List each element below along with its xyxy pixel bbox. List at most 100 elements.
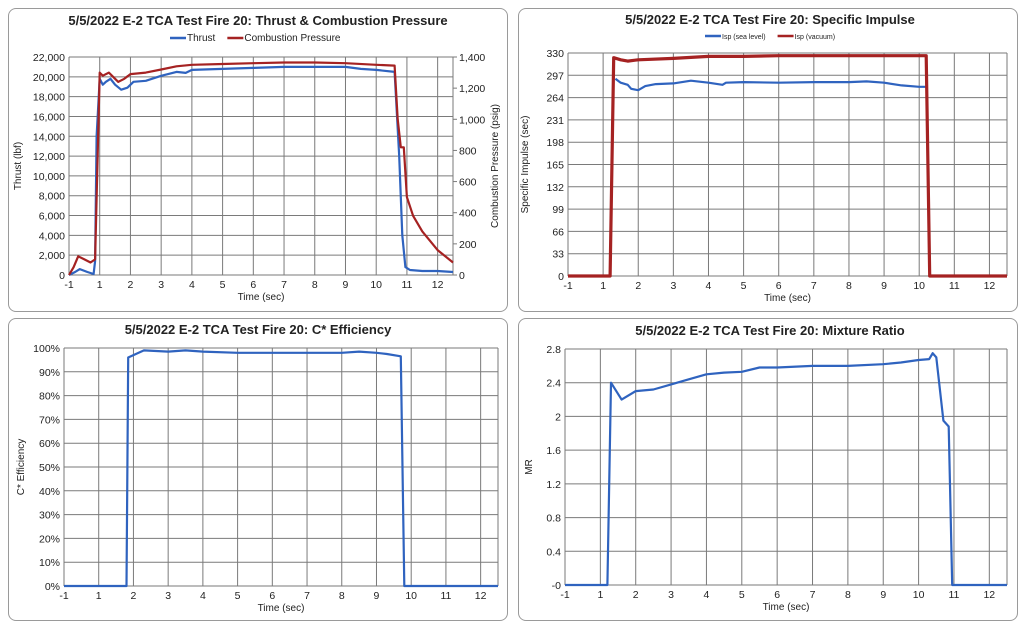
chart-title: 5/5/2022 E-2 TCA Test Fire 20: C* Effici… [125, 322, 392, 337]
y-tick-label: 99 [552, 204, 564, 216]
x-tick-label: 11 [401, 279, 412, 291]
x-tick-label: 7 [304, 590, 310, 602]
x-tick-label: 7 [281, 279, 287, 291]
x-axis-label: Time (sec) [764, 293, 811, 304]
x-tick-label: 2 [131, 590, 137, 602]
y2-tick-label: 0 [459, 270, 465, 282]
x-axis-label: Time (sec) [763, 602, 810, 613]
x-tick-label: 6 [776, 280, 782, 292]
x-tick-label: 4 [200, 590, 206, 602]
series-line-isp-vacuum- [568, 54, 1007, 278]
y-tick-label: 60% [39, 438, 60, 450]
y-tick-label: 12,000 [33, 151, 65, 163]
x-tick-label: 10 [370, 279, 382, 291]
y-tick-label: 0 [59, 270, 65, 282]
x-tick-label: 12 [984, 280, 996, 292]
y-tick-label: 1.6 [546, 445, 561, 457]
x-tick-label: 12 [475, 590, 487, 602]
y-tick-label: 330 [546, 48, 564, 60]
x-tick-label: 12 [432, 279, 444, 291]
y-tick-label: 0 [558, 271, 564, 283]
chart-title: 5/5/2022 E-2 TCA Test Fire 20: Mixture R… [635, 323, 905, 338]
legend-label: Isp (vacuum) [795, 34, 835, 41]
x-tick-label: 12 [983, 589, 995, 601]
y-axis-label: MR [524, 459, 535, 475]
x-tick-label: 3 [158, 279, 164, 291]
x-tick-label: 8 [339, 590, 345, 602]
x-tick-label: -1 [560, 589, 569, 601]
chart-title: 5/5/2022 E-2 TCA Test Fire 20: Specific … [625, 12, 915, 27]
x-tick-label: 3 [668, 589, 674, 601]
y-tick-label: 0% [45, 581, 60, 593]
y-tick-label: 20% [39, 533, 60, 545]
x-tick-label: 2 [128, 279, 134, 291]
legend-label: Combustion Pressure [244, 33, 341, 44]
y-tick-label: 0.8 [546, 513, 561, 525]
y-tick-label: 40% [39, 486, 60, 498]
y-tick-label: 297 [546, 70, 564, 82]
x-tick-label: 2 [633, 589, 639, 601]
x-tick-label: 4 [704, 589, 710, 601]
x-tick-label: 1 [600, 280, 606, 292]
x-tick-label: 1 [597, 589, 603, 601]
y-tick-label: 0.4 [546, 546, 561, 558]
y-axis-label: C* Efficiency [16, 439, 27, 496]
x-tick-label: 1 [96, 590, 102, 602]
x-tick-label: 11 [949, 280, 960, 292]
x-tick-label: 11 [440, 590, 451, 602]
chart-title: 5/5/2022 E-2 TCA Test Fire 20: Thrust & … [68, 13, 447, 28]
x-tick-label: -1 [59, 590, 68, 602]
x-tick-label: 7 [810, 589, 816, 601]
y-tick-label: 70% [39, 414, 60, 426]
y-tick-label: 22,000 [33, 52, 65, 64]
series-line-combustion-pressure [68, 61, 454, 276]
y-tick-label: 2.8 [546, 344, 561, 356]
x-tick-label: 3 [670, 280, 676, 292]
x-tick-label: 9 [881, 280, 887, 292]
series-line-mr [565, 352, 1007, 587]
y-tick-label: 165 [546, 160, 564, 172]
y2-tick-label: 1,200 [459, 83, 485, 95]
x-tick-label: -1 [563, 280, 572, 292]
y-tick-label: 90% [39, 367, 60, 379]
panel-specific-impulse [518, 8, 1018, 312]
y-tick-label: 6,000 [39, 211, 65, 223]
y-tick-label: 2 [555, 411, 561, 423]
x-tick-label: 10 [405, 590, 417, 602]
x-tick-label: 8 [845, 589, 851, 601]
x-tick-label: 6 [250, 279, 256, 291]
x-tick-label: 4 [189, 279, 195, 291]
y-tick-label: 1.2 [546, 479, 561, 491]
x-tick-label: 2 [635, 280, 641, 292]
y2-tick-label: 1,000 [459, 114, 485, 126]
x-tick-label: 5 [739, 589, 745, 601]
x-tick-label: 11 [949, 589, 960, 601]
y2-tick-label: 800 [459, 145, 477, 157]
x-tick-label: 1 [97, 279, 103, 291]
x-tick-label: 9 [880, 589, 886, 601]
x-axis-label: Time (sec) [258, 603, 305, 614]
x-tick-label: -1 [64, 279, 73, 291]
y-tick-label: 66 [552, 226, 564, 238]
y-tick-label: 50% [39, 462, 60, 474]
x-tick-label: 7 [811, 280, 817, 292]
x-tick-label: 9 [374, 590, 380, 602]
x-tick-label: 8 [846, 280, 852, 292]
y-tick-label: 16,000 [33, 111, 65, 123]
y-tick-label: 18,000 [33, 92, 65, 104]
y-tick-label: 4,000 [39, 230, 65, 242]
x-tick-label: 4 [706, 280, 712, 292]
y-tick-label: 231 [546, 115, 564, 127]
x-tick-label: 5 [220, 279, 226, 291]
y-tick-label: 2.4 [546, 378, 561, 390]
y-tick-label: 132 [546, 182, 564, 194]
x-tick-label: 5 [235, 590, 241, 602]
y-tick-label: -0 [552, 580, 561, 592]
y-tick-label: 80% [39, 391, 60, 403]
x-tick-label: 10 [913, 589, 925, 601]
y-tick-label: 30% [39, 510, 60, 522]
y-tick-label: 10% [39, 557, 60, 569]
y-tick-label: 8,000 [39, 191, 65, 203]
x-tick-label: 8 [312, 279, 318, 291]
